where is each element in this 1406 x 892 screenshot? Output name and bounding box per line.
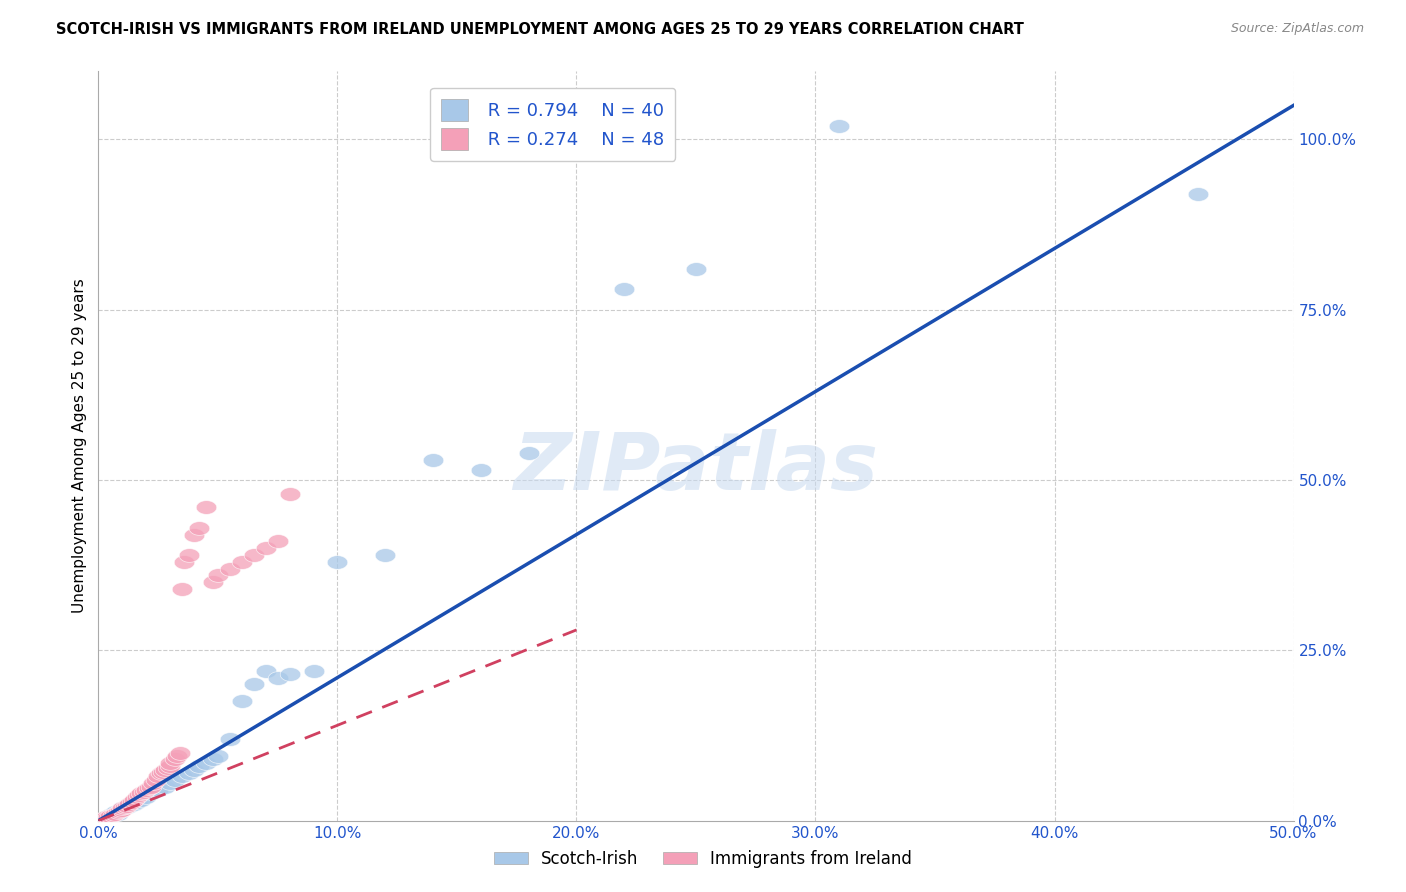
Point [121,795,143,809]
Point [111,801,134,815]
Point [159,756,181,770]
Legend:  R = 0.794    N = 40,  R = 0.274    N = 48: R = 0.794 N = 40, R = 0.274 N = 48 [430,88,675,161]
Point [148,783,170,797]
Point [326,555,349,569]
Point [131,793,153,807]
Point [97,809,120,823]
Point [183,763,205,777]
Point [267,534,290,549]
Point [207,748,229,763]
Point [107,805,129,820]
Point [159,776,181,790]
Point [172,769,194,783]
Point [139,786,162,800]
Point [101,808,124,822]
Point [302,664,325,678]
Point [98,809,122,823]
Point [115,798,138,813]
Point [195,500,218,515]
Point [152,764,174,779]
Point [135,789,157,804]
Point [111,801,134,815]
Point [243,548,266,562]
Point [145,772,167,787]
Point [374,548,396,562]
Point [125,789,148,804]
Point [195,756,218,770]
Point [149,766,172,780]
Point [111,803,134,817]
Point [118,798,141,813]
Point [125,795,148,809]
Point [104,805,127,820]
Point [156,760,179,774]
Point [613,282,636,296]
Point [828,119,851,133]
Text: ZIPatlas: ZIPatlas [513,429,879,508]
Point [219,561,242,575]
Point [128,788,150,802]
Point [159,759,181,773]
Point [124,797,146,811]
Legend: Scotch-Irish, Immigrants from Ireland: Scotch-Irish, Immigrants from Ireland [488,844,918,875]
Point [155,780,177,794]
Point [422,452,444,467]
Point [183,527,205,541]
Point [278,667,301,681]
Point [187,521,209,535]
Text: Source: ZipAtlas.com: Source: ZipAtlas.com [1230,22,1364,36]
Point [132,785,155,799]
Point [179,548,201,562]
Point [278,486,301,500]
Point [108,804,131,818]
Point [94,810,117,824]
Point [114,800,136,814]
Point [115,800,138,814]
Point [131,786,153,800]
Point [202,575,225,590]
Point [163,772,186,787]
Point [219,731,242,746]
Point [254,541,277,556]
Point [243,677,266,691]
Point [202,752,225,766]
Point [139,780,162,794]
Point [187,759,209,773]
Point [148,769,170,783]
Point [1187,186,1209,201]
Point [118,797,141,811]
Point [685,261,707,276]
Point [254,664,277,678]
Point [470,463,492,477]
Text: SCOTCH-IRISH VS IMMIGRANTS FROM IRELAND UNEMPLOYMENT AMONG AGES 25 TO 29 YEARS C: SCOTCH-IRISH VS IMMIGRANTS FROM IRELAND … [56,22,1024,37]
Point [107,806,129,821]
Point [231,694,253,708]
Point [135,783,157,797]
Point [267,671,290,685]
Point [173,555,195,569]
Point [166,748,188,763]
Point [517,446,540,460]
Point [172,582,194,596]
Point [138,780,160,795]
Point [124,793,146,807]
Point [104,806,127,821]
Point [94,810,117,824]
Point [91,812,114,826]
Point [142,776,165,790]
Point [163,752,186,766]
Point [179,766,201,780]
Point [169,746,191,760]
Point [207,568,229,582]
Y-axis label: Unemployment Among Ages 25 to 29 years: Unemployment Among Ages 25 to 29 years [72,278,87,614]
Point [108,804,131,818]
Point [155,763,177,777]
Point [98,808,122,822]
Point [231,555,253,569]
